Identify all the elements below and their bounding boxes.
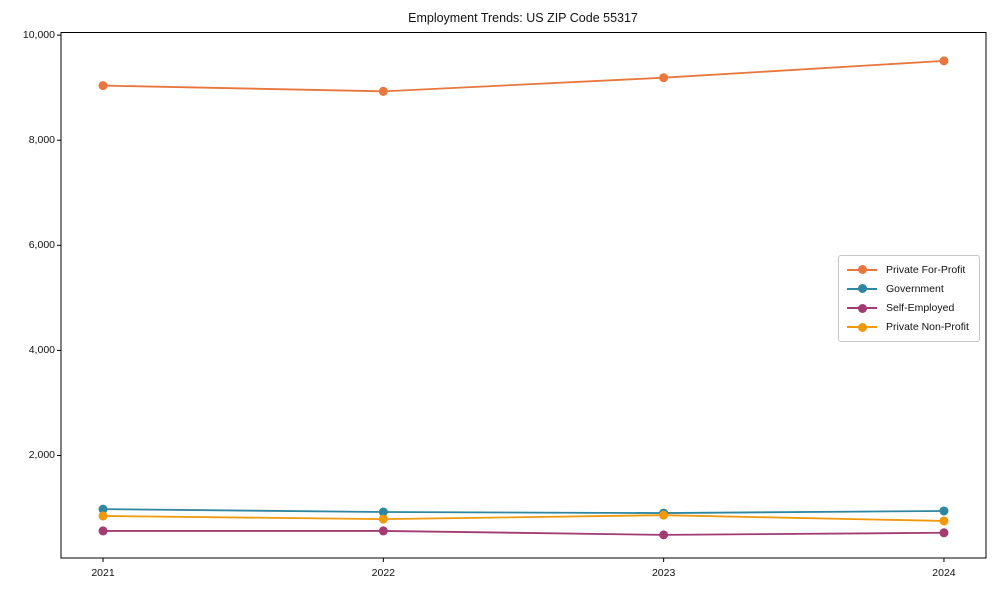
legend: Private For-Profit Government Self-Emplo… — [838, 255, 980, 342]
data-point-government — [98, 504, 108, 514]
data-point-self-employed — [98, 526, 108, 536]
line-marker-icon — [847, 322, 877, 332]
y-tick-label: 4,000 — [28, 343, 55, 356]
legend-item: Self-Employed — [847, 299, 971, 317]
y-tick-label: 6,000 — [28, 238, 55, 251]
data-point-private-for-profit — [98, 81, 108, 91]
data-point-self-employed — [659, 530, 669, 540]
data-point-private-non-profit — [98, 511, 108, 521]
series-self-employed — [98, 526, 949, 540]
data-point-government — [939, 506, 949, 516]
x-tick-label: 2023 — [651, 567, 676, 579]
legend-item: Private For-Profit — [847, 261, 971, 279]
data-point-private-for-profit — [659, 73, 669, 83]
data-point-self-employed — [939, 528, 949, 538]
legend-label: Self-Employed — [886, 302, 955, 315]
series-line-self-employed — [103, 530, 944, 536]
series-government — [98, 504, 949, 518]
series-private-for-profit — [98, 56, 949, 96]
y-tick-label: 10,000 — [22, 28, 55, 41]
series-line-government — [103, 508, 944, 514]
line-marker-icon — [847, 284, 877, 294]
legend-label: Private For-Profit — [886, 263, 966, 276]
legend-item: Government — [847, 280, 971, 298]
y-tick-label: 2,000 — [28, 449, 55, 462]
series-private-non-profit — [98, 510, 949, 526]
data-point-government — [378, 507, 388, 517]
legend-label: Government — [886, 282, 944, 295]
series-line-private-for-profit — [103, 59, 945, 93]
data-point-private-for-profit — [378, 86, 388, 96]
data-point-private-for-profit — [939, 56, 949, 66]
x-tick-label: 2022 — [371, 567, 396, 579]
chart-title: Employment Trends: US ZIP Code 55317 — [408, 11, 638, 25]
data-point-private-non-profit — [939, 516, 949, 526]
axes-frame — [60, 32, 987, 559]
x-tick-label: 2021 — [91, 567, 115, 579]
data-point-private-non-profit — [378, 514, 388, 524]
x-tick-label: 2024 — [932, 567, 956, 579]
line-marker-icon — [847, 265, 877, 275]
series-line-private-non-profit — [103, 514, 944, 522]
data-point-private-non-profit — [659, 510, 669, 520]
line-marker-icon — [847, 303, 877, 313]
data-point-self-employed — [378, 526, 388, 536]
legend-item: Private Non-Profit — [847, 318, 971, 336]
y-tick-label: 8,000 — [28, 133, 55, 146]
legend-label: Private Non-Profit — [886, 321, 969, 334]
